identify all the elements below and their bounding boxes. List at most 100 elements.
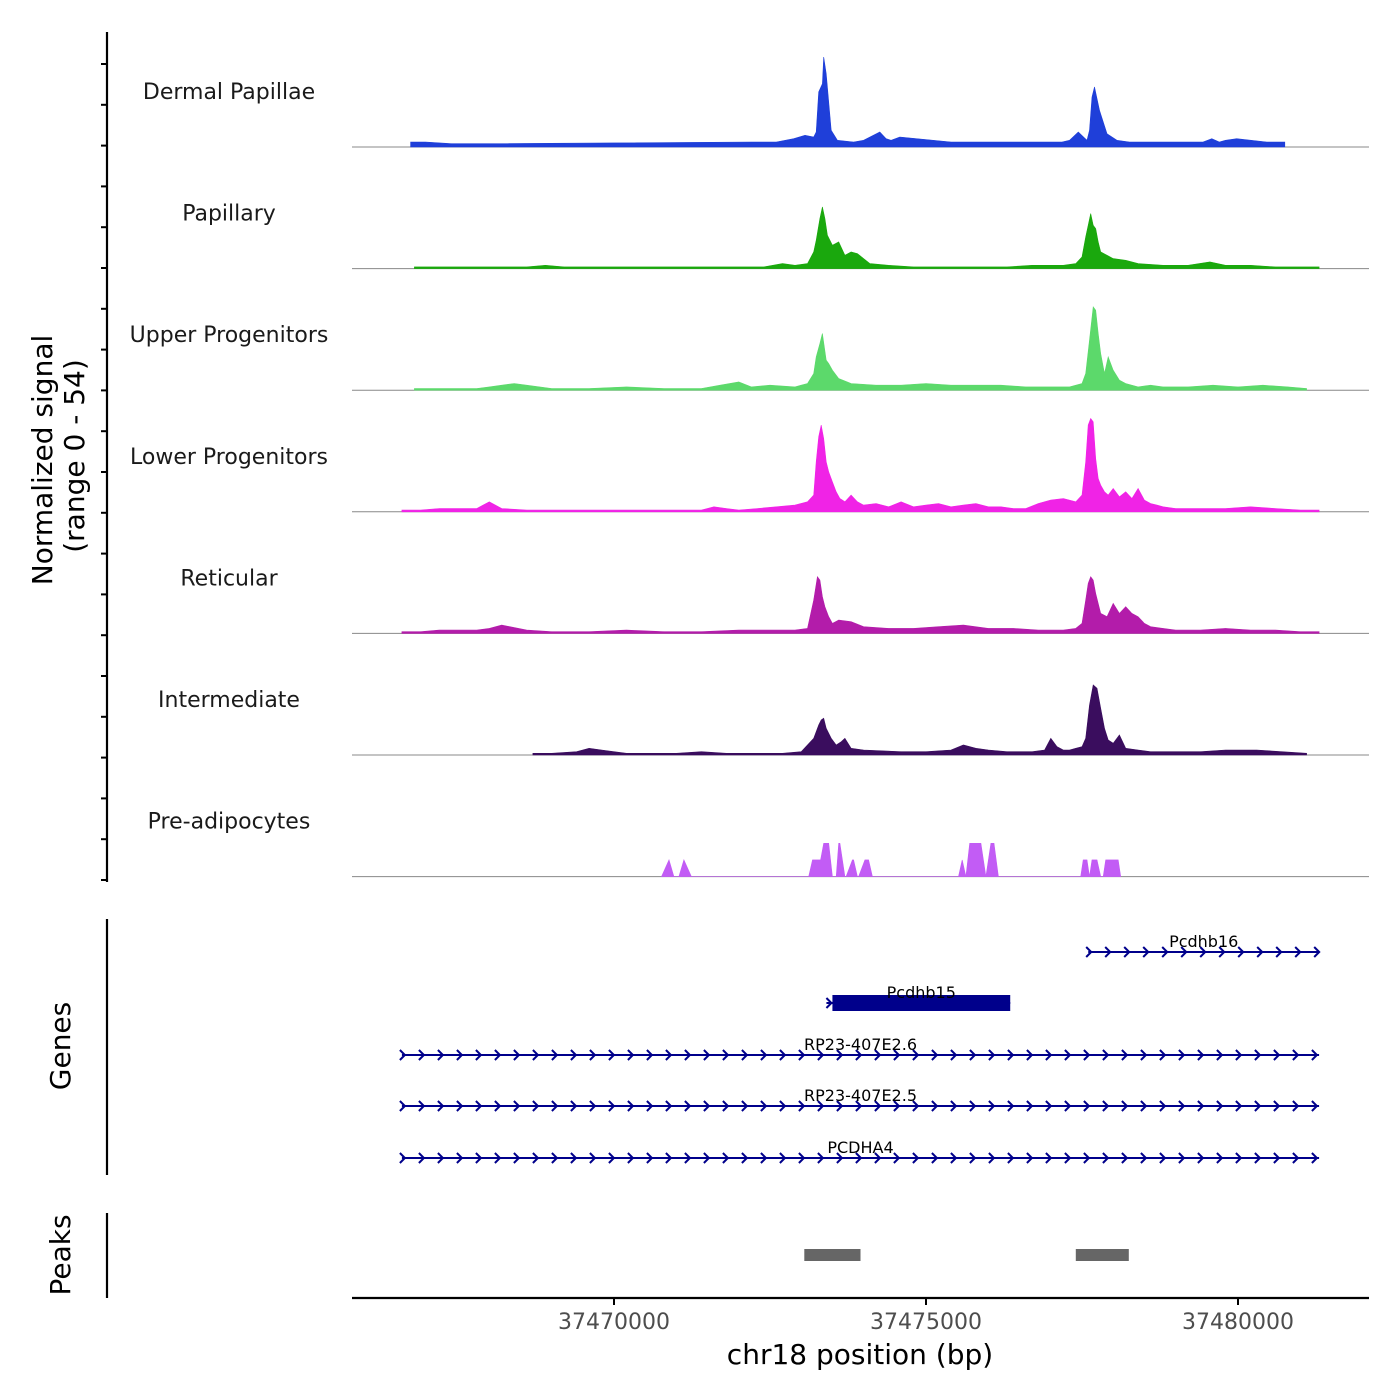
strand-arrow — [1140, 1049, 1148, 1061]
strand-arrow — [551, 1152, 559, 1164]
strand-arrow — [703, 1152, 711, 1164]
strand-arrow — [437, 1049, 445, 1061]
strand-arrow — [779, 1049, 787, 1061]
strand-arrow — [1216, 1100, 1224, 1112]
strand-arrow — [1256, 946, 1264, 958]
track-label: Pre-adipocytes — [148, 810, 311, 835]
strand-arrow — [1085, 946, 1093, 958]
strand-arrow — [570, 1152, 578, 1164]
strand-arrow — [931, 1100, 939, 1112]
coverage-tracks: Dermal Papillae Papillary Upper Progenitor… — [130, 56, 1369, 878]
gene-label: Pcdhb15 — [887, 983, 956, 1002]
track-label: Upper Progenitors — [130, 323, 329, 348]
signal-area — [414, 306, 1307, 391]
strand-arrow — [703, 1049, 711, 1061]
strand-arrow — [1197, 1152, 1205, 1164]
strand-arrow — [570, 1100, 578, 1112]
strand-arrow — [817, 1100, 825, 1112]
strand-arrow — [1045, 1049, 1053, 1061]
strand-arrow — [1178, 1152, 1186, 1164]
strand-arrow — [1159, 1152, 1167, 1164]
strand-arrow — [779, 1152, 787, 1164]
coverage-track: Lower Progenitors — [130, 417, 1369, 513]
strand-arrow — [950, 1049, 958, 1061]
signal-area — [401, 575, 1320, 634]
strand-arrow — [1064, 1100, 1072, 1112]
strand-arrow — [1235, 1152, 1243, 1164]
strand-arrow — [1180, 946, 1188, 958]
strand-arrow — [1102, 1049, 1110, 1061]
strand-arrow — [589, 1152, 597, 1164]
strand-arrow — [1083, 1100, 1091, 1112]
strand-arrow — [722, 1100, 730, 1112]
strand-arrow — [1273, 1100, 1281, 1112]
coverage-track: Pre-adipocytes — [148, 810, 1369, 878]
strand-arrow — [1199, 946, 1207, 958]
strand-arrow — [950, 1100, 958, 1112]
strand-arrow — [589, 1100, 597, 1112]
strand-arrow — [912, 1049, 920, 1061]
peak-regions — [804, 1249, 1129, 1261]
strand-arrow — [817, 1049, 825, 1061]
strand-arrow — [1161, 946, 1169, 958]
strand-arrow — [494, 1100, 502, 1112]
strand-arrow — [646, 1049, 654, 1061]
strand-arrow — [1102, 1152, 1110, 1164]
strand-arrow — [1140, 1152, 1148, 1164]
strand-arrow — [1083, 1049, 1091, 1061]
strand-arrow — [874, 1100, 882, 1112]
strand-arrow — [1273, 1152, 1281, 1164]
strand-arrow — [1254, 1049, 1262, 1061]
strand-arrow — [1102, 1100, 1110, 1112]
strand-arrow — [684, 1100, 692, 1112]
strand-arrow — [1007, 1049, 1015, 1061]
strand-arrow — [1235, 1100, 1243, 1112]
strand-arrow — [855, 1100, 863, 1112]
strand-arrow — [931, 1049, 939, 1061]
strand-arrow — [760, 1049, 768, 1061]
strand-arrow — [399, 1049, 407, 1061]
strand-arrow — [1026, 1100, 1034, 1112]
y-axis-range-label: (range 0 - 54) — [58, 359, 91, 553]
coverage-y-ticks — [101, 63, 107, 881]
strand-arrow — [399, 1100, 407, 1112]
strand-arrow — [1142, 946, 1150, 958]
strand-arrow — [1121, 1049, 1129, 1061]
strand-arrow — [798, 1152, 806, 1164]
strand-arrow — [418, 1100, 426, 1112]
strand-arrow — [627, 1100, 635, 1112]
strand-arrow — [912, 1152, 920, 1164]
strand-arrow — [1104, 946, 1112, 958]
strand-arrow — [1292, 1152, 1300, 1164]
strand-arrow — [494, 1152, 502, 1164]
strand-arrow — [988, 1152, 996, 1164]
strand-arrow — [627, 1049, 635, 1061]
x-tick-label: 37470000 — [558, 1310, 670, 1335]
strand-arrow — [825, 997, 833, 1009]
strand-arrow — [969, 1152, 977, 1164]
strand-arrow — [1313, 946, 1321, 958]
signal-area — [532, 684, 1307, 756]
strand-arrow — [874, 1049, 882, 1061]
strand-arrow — [456, 1049, 464, 1061]
strand-arrow — [855, 1049, 863, 1061]
strand-arrow — [1237, 946, 1245, 958]
x-axis-title: chr18 position (bp) — [727, 1338, 993, 1371]
strand-arrow — [798, 1049, 806, 1061]
strand-arrow — [703, 1100, 711, 1112]
strand-arrow — [494, 1049, 502, 1061]
strand-arrow — [1254, 1152, 1262, 1164]
track-label: Papillary — [182, 202, 276, 227]
strand-arrow — [608, 1100, 616, 1112]
strand-arrow — [437, 1152, 445, 1164]
track-label: Lower Progenitors — [130, 445, 328, 470]
signal-area — [414, 206, 1320, 269]
strand-arrow — [1178, 1100, 1186, 1112]
strand-arrow — [513, 1100, 521, 1112]
gene: RP23-407E2.6 — [399, 1035, 1320, 1061]
strand-arrow — [893, 1152, 901, 1164]
strand-arrow — [893, 1049, 901, 1061]
strand-arrow — [1026, 1152, 1034, 1164]
strand-arrow — [874, 1152, 882, 1164]
strand-arrow — [1064, 1152, 1072, 1164]
